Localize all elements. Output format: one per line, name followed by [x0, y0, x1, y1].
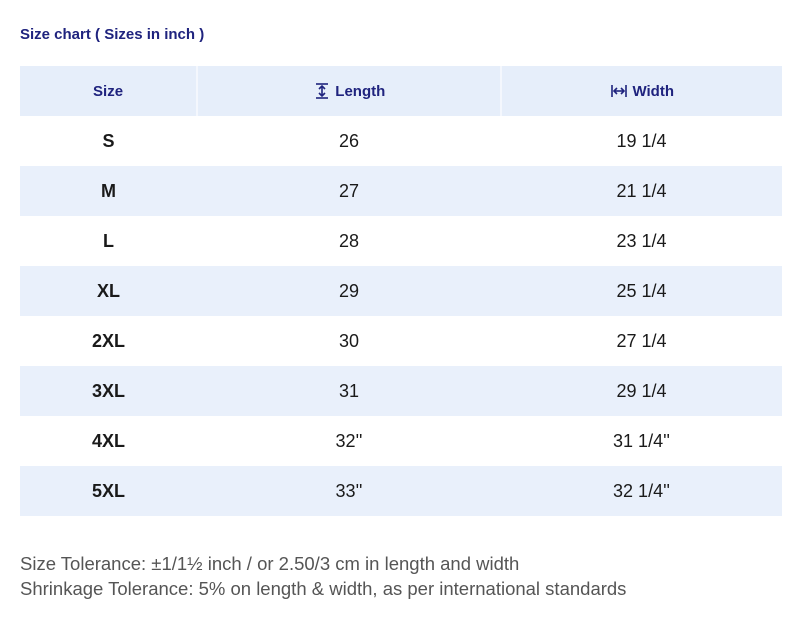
table-row: 5XL 33'' 32 1/4'': [20, 466, 782, 516]
length-cell: 32'': [335, 430, 363, 451]
table-row: M 27 21 1/4: [20, 166, 782, 216]
header-width: Width: [502, 66, 782, 116]
size-cell: S: [102, 130, 115, 151]
size-cell: 5XL: [91, 480, 125, 501]
width-cell: 19 1/4: [616, 130, 667, 151]
length-cell: 33'': [335, 480, 363, 501]
length-cell: 28: [338, 230, 360, 251]
header-length-label: Length: [335, 82, 386, 100]
table-row: S 26 19 1/4: [20, 116, 782, 166]
size-chart-table: Size Length: [20, 66, 782, 516]
width-cell: 31 1/4'': [613, 430, 670, 451]
size-tolerance-note: Size Tolerance: ±1/1½ inch / or 2.50/3 c…: [20, 553, 520, 574]
table-row: 3XL 31 29 1/4: [20, 366, 782, 416]
length-cell: 30: [338, 330, 360, 351]
size-cell: 4XL: [91, 430, 125, 451]
width-cell: 21 1/4: [616, 180, 667, 201]
horizontal-measure-icon: [610, 82, 628, 100]
size-cell: L: [103, 230, 114, 251]
table-row: L 28 23 1/4: [20, 216, 782, 266]
length-cell: 31: [338, 380, 360, 401]
vertical-measure-icon: [313, 82, 331, 100]
size-cell: 3XL: [91, 380, 125, 401]
width-cell: 32 1/4'': [613, 480, 670, 501]
length-cell: 26: [338, 130, 360, 151]
table-row: 2XL 30 27 1/4: [20, 316, 782, 366]
header-size: Size: [20, 66, 199, 116]
table-row: 4XL 32'' 31 1/4'': [20, 416, 782, 466]
header-length: Length: [198, 66, 503, 116]
shrinkage-tolerance-note: Shrinkage Tolerance: 5% on length & widt…: [20, 578, 627, 599]
table-header-row: Size Length: [20, 66, 782, 116]
size-cell: XL: [96, 280, 120, 301]
table-row: XL 29 25 1/4: [20, 266, 782, 316]
header-width-label: Width: [632, 82, 674, 100]
width-cell: 25 1/4: [616, 280, 667, 301]
width-cell: 23 1/4: [616, 230, 667, 251]
size-cell: M: [101, 180, 116, 201]
size-cell: 2XL: [91, 330, 125, 351]
width-cell: 27 1/4: [616, 330, 667, 351]
length-cell: 27: [338, 180, 360, 201]
size-chart-title: Size chart ( Sizes in inch ): [20, 26, 205, 43]
width-cell: 29 1/4: [616, 380, 667, 401]
length-cell: 29: [338, 280, 360, 301]
